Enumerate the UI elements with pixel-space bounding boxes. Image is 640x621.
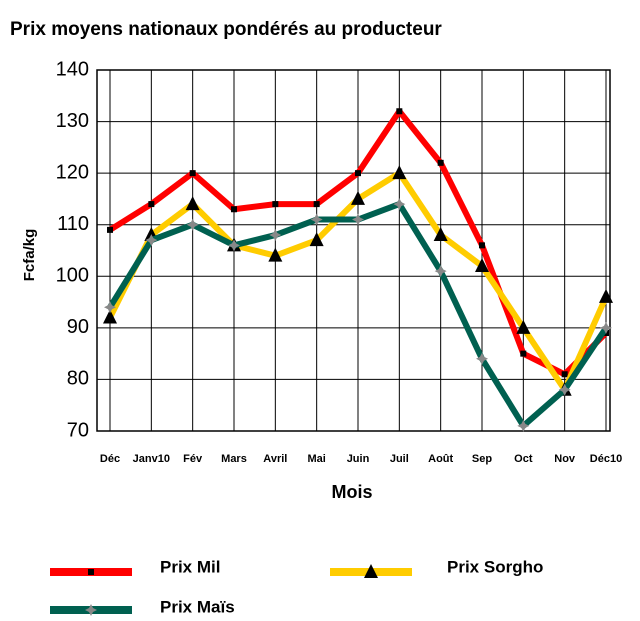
y-axis-label: Fcfa/kg <box>21 229 38 282</box>
x-tick-label: Août <box>428 453 453 465</box>
marker <box>393 198 406 211</box>
plot-area <box>96 69 611 432</box>
marker <box>272 201 279 208</box>
marker <box>600 321 612 334</box>
y-tick-label: 80 <box>67 368 89 390</box>
legend-label: Prix Mil <box>160 557 220 576</box>
marker <box>185 196 200 211</box>
marker <box>228 239 240 252</box>
x-tick-label: Juin <box>347 453 370 465</box>
y-tick-label: 90 <box>67 316 89 338</box>
legend-label: Prix Sorgho <box>447 557 543 576</box>
marker <box>364 564 378 578</box>
marker <box>476 352 488 365</box>
marker <box>475 257 489 272</box>
y-tick-label: 100 <box>56 265 89 287</box>
marker <box>392 165 407 180</box>
marker <box>355 170 361 177</box>
marker <box>352 213 364 226</box>
marker <box>437 159 444 166</box>
x-tick-label: Mars <box>221 453 247 465</box>
marker <box>517 419 530 432</box>
marker <box>148 201 155 208</box>
y-tick-label: 140 <box>56 58 89 80</box>
legend-label: Prix Maïs <box>160 597 235 616</box>
series <box>104 198 612 432</box>
x-axis-label: Mois <box>331 482 372 502</box>
x-tick-label: Sep <box>472 453 492 465</box>
x-tick-label: Avril <box>263 453 287 465</box>
x-tick-label: Déc <box>100 453 120 465</box>
marker <box>231 206 237 213</box>
marker <box>104 301 116 314</box>
chart-title: Prix moyens nationaux pondérés au produc… <box>10 19 442 40</box>
marker <box>268 247 283 262</box>
marker <box>434 265 447 278</box>
marker <box>189 170 196 177</box>
marker <box>516 319 531 334</box>
marker <box>145 234 158 247</box>
marker <box>85 604 97 616</box>
marker <box>309 232 324 247</box>
x-tick-label: Mai <box>307 453 325 465</box>
marker <box>351 190 365 205</box>
y-tick-label: 70 <box>67 419 89 441</box>
x-tick-label: Déc10 <box>590 453 622 465</box>
x-tick-label: Fév <box>183 453 203 465</box>
marker <box>107 226 113 233</box>
x-tick-label: Nov <box>554 453 576 465</box>
marker <box>269 229 282 242</box>
marker <box>561 371 568 378</box>
x-tick-label: Juil <box>390 453 409 465</box>
marker <box>310 213 323 226</box>
marker <box>479 242 485 249</box>
x-tick-label: Oct <box>514 453 533 465</box>
marker <box>558 383 571 396</box>
x-tick-label: Janv10 <box>133 453 170 465</box>
y-tick-label: 130 <box>56 110 89 132</box>
marker <box>433 227 448 242</box>
marker <box>520 350 527 357</box>
y-tick-label: 120 <box>56 161 89 183</box>
marker <box>88 569 94 575</box>
marker <box>396 108 403 115</box>
marker <box>103 309 117 324</box>
marker <box>313 201 320 208</box>
marker <box>186 218 199 231</box>
y-tick-label: 110 <box>57 213 89 235</box>
marker <box>599 288 613 303</box>
